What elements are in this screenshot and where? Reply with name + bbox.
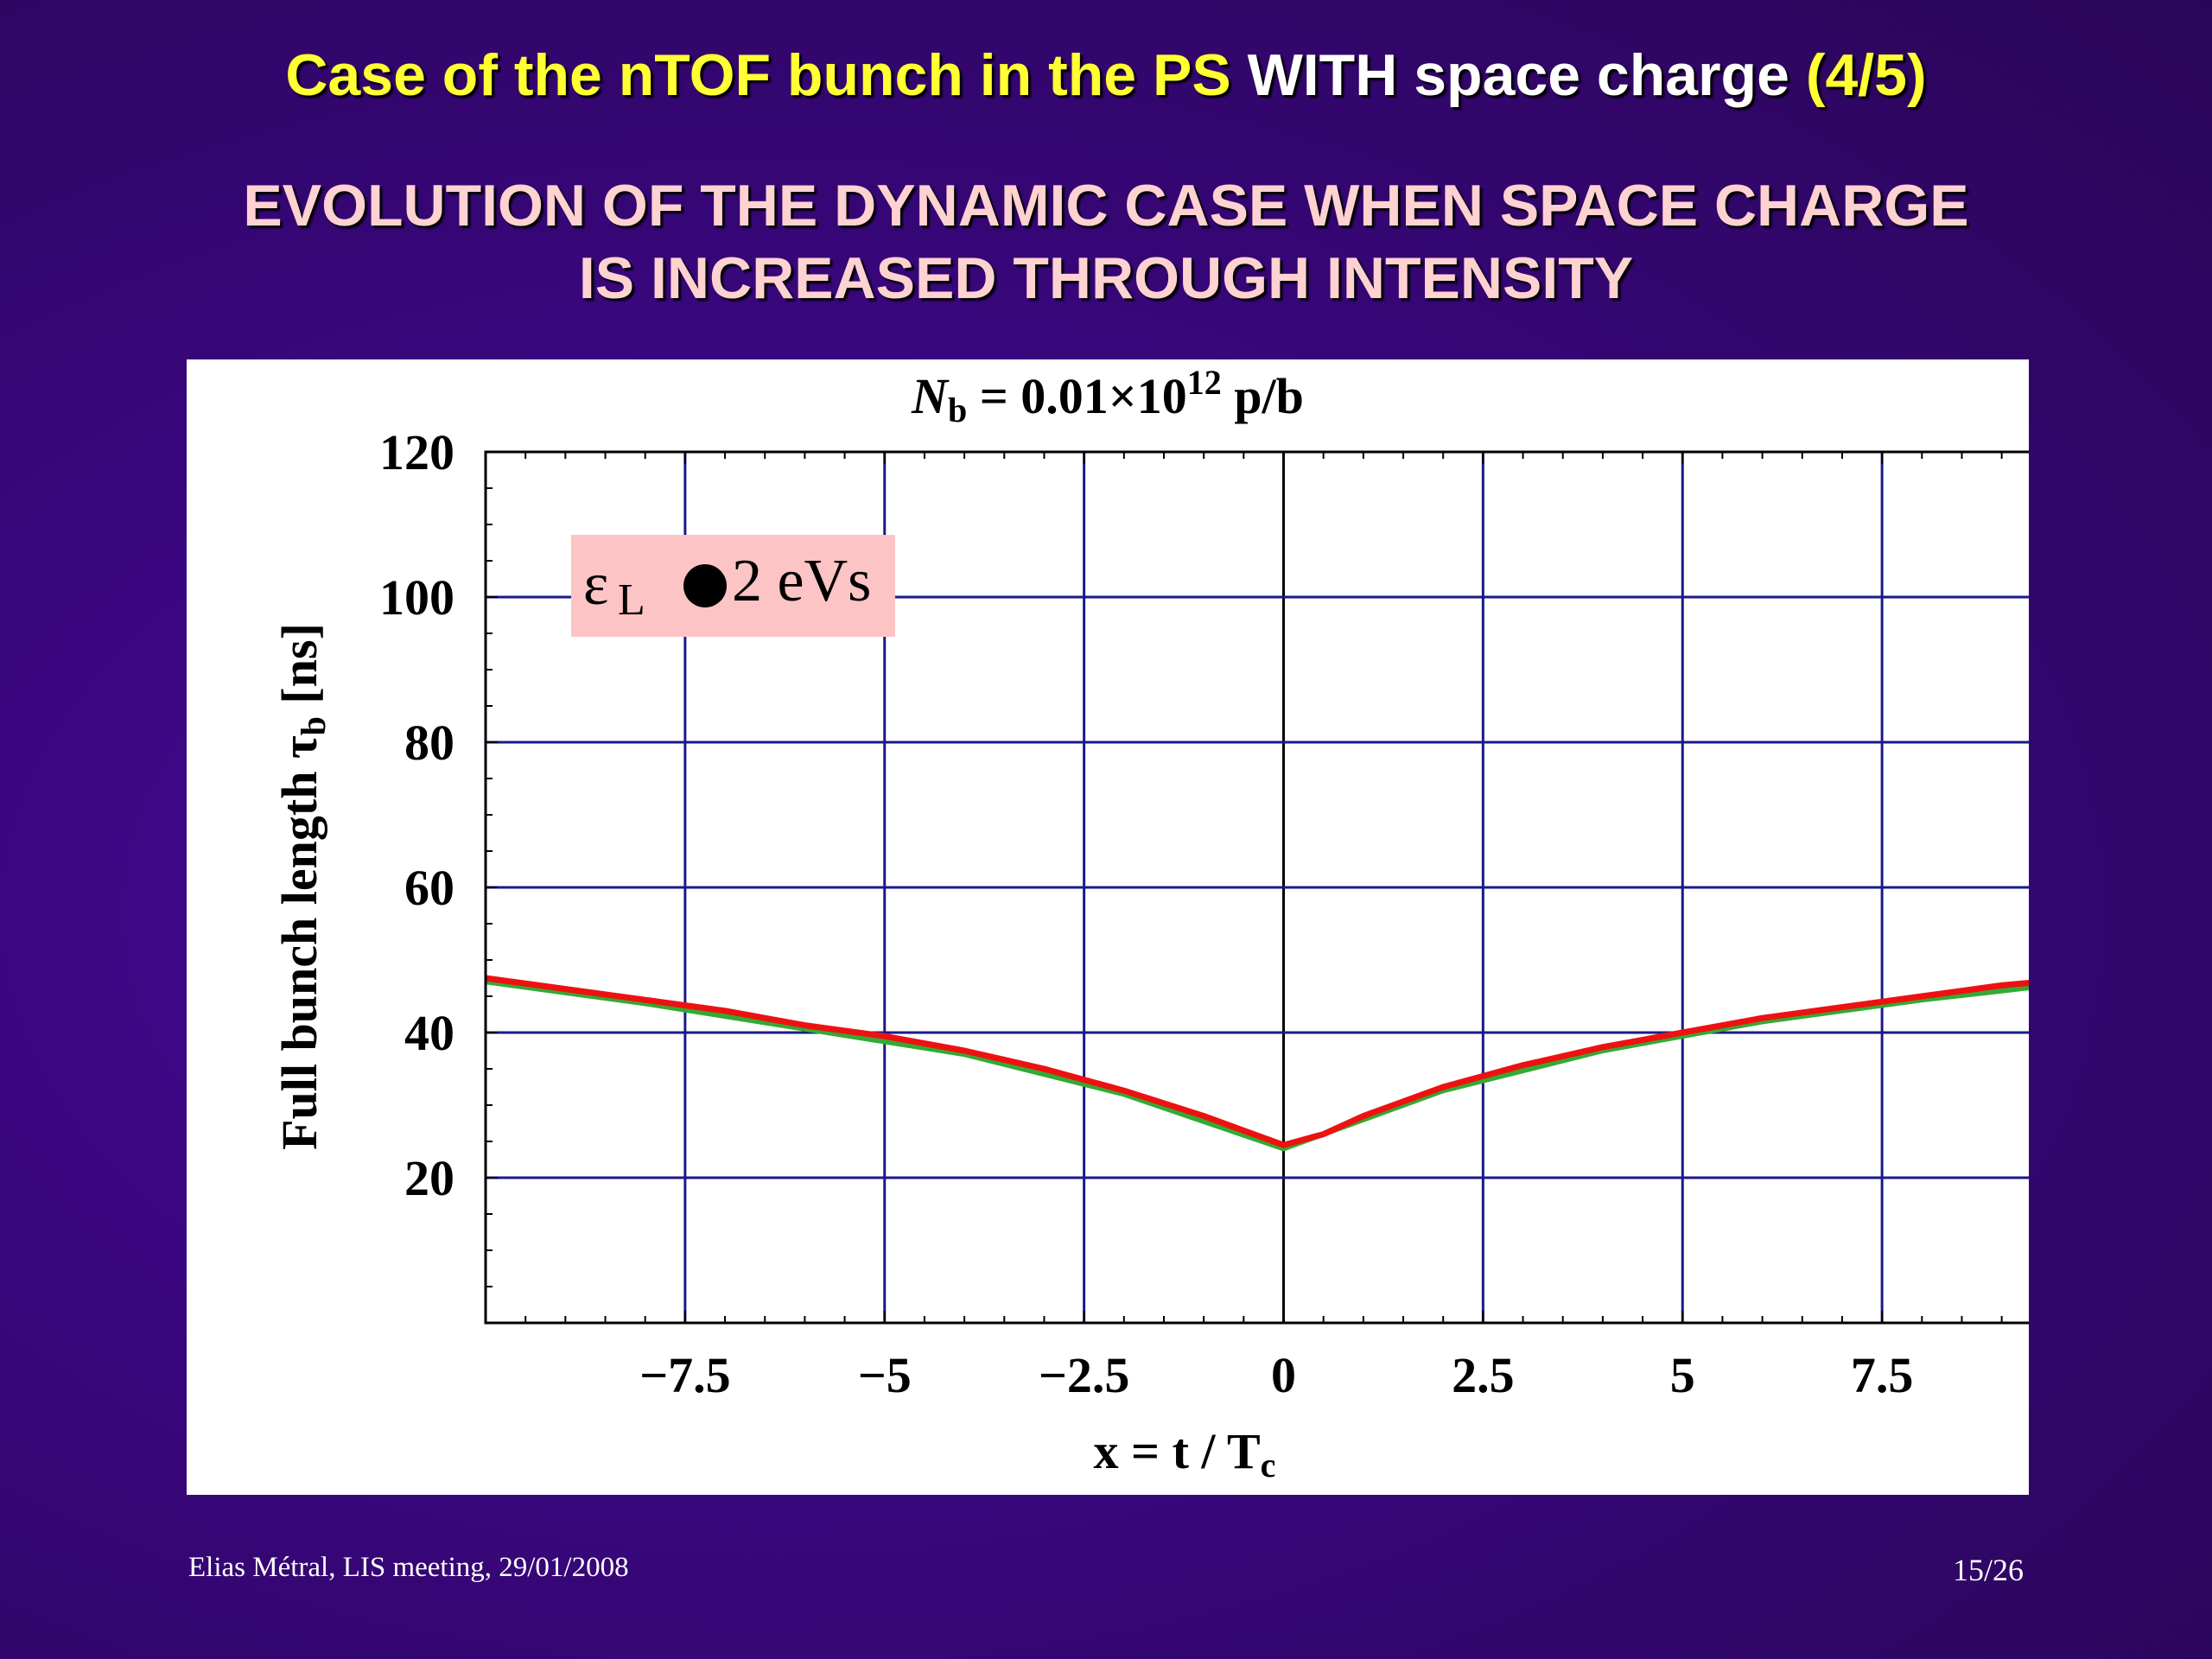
y-tick-label-3: 80 [404, 715, 454, 771]
x-axis-label-sub: c [1261, 1446, 1276, 1484]
y-axis-label-sub: b [294, 716, 333, 735]
y-tick-label-0: 20 [404, 1150, 454, 1206]
series-line-red [485, 975, 2029, 1148]
y-axis-label-main: Full bunch length τ [271, 735, 327, 1150]
bunch-length-chart: −7.5−5−2.502.557.51020406080100120 Nb = … [271, 363, 2029, 1484]
x-tick-label-3: 0 [1271, 1347, 1296, 1403]
x-axis-label: x = t / Tc [1094, 1423, 1276, 1484]
y-axis-label: Full bunch length τb [ns] [271, 623, 333, 1150]
footer-author: Elias Métral, LIS meeting, 29/01/2008 [188, 1552, 629, 1583]
y-tick-label-1: 40 [404, 1005, 454, 1061]
legend-box: ε L 2 eVs [571, 535, 895, 637]
x-tick-label-4: 2.5 [1452, 1347, 1515, 1403]
y-axis-label-unit: [ns] [271, 623, 327, 716]
chart-title-sup: 12 [1187, 363, 1222, 402]
x-tick-label-2: −2.5 [1039, 1347, 1130, 1403]
x-tick-label-6: 7.5 [1851, 1347, 1914, 1403]
epsilon-subscript: L [618, 575, 645, 625]
epsilon-symbol: ε [583, 551, 609, 618]
x-axis-label-main: x = t / T [1094, 1423, 1261, 1479]
title-part-2: WITH space charge [1247, 42, 1789, 108]
y-tick-label-2: 60 [404, 860, 454, 916]
chart-title-unit: p/b [1222, 368, 1304, 424]
ticks-layer: −7.5−5−2.502.557.51020406080100120 [379, 424, 2003, 1403]
chart-title-sub: b [948, 391, 967, 429]
y-tick-label-5: 120 [379, 424, 454, 480]
chart-title-eq: = 0.01×10 [967, 368, 1187, 424]
plot-panel: −7.5−5−2.502.557.51020406080100120 Nb = … [187, 359, 2029, 1495]
x-tick-label-1: −5 [858, 1347, 912, 1403]
page-number: 15/26 [1952, 1553, 2024, 1587]
y-tick-label-4: 100 [379, 569, 454, 626]
series-line-green [485, 979, 2029, 1152]
bullet-icon [683, 564, 727, 607]
subtitle-line-2: IS INCREASED THROUGH INTENSITY [578, 245, 1634, 311]
slide-title: Case of the nTOF bunch in the PS WITH sp… [0, 41, 2212, 109]
series-layer [485, 975, 2029, 1152]
x-tick-label-0: −7.5 [639, 1347, 731, 1403]
plot-frame [484, 450, 2029, 1325]
x-tick-label-5: 5 [1670, 1347, 1695, 1403]
title-part-3: (4/5) [1805, 42, 1927, 108]
subtitle-line-1: EVOLUTION OF THE DYNAMIC CASE WHEN SPACE… [243, 173, 1969, 238]
slide-subtitle: EVOLUTION OF THE DYNAMIC CASE WHEN SPACE… [0, 169, 2212, 315]
chart-title-n: N [911, 368, 950, 424]
chart-title: Nb = 0.01×1012 p/b [911, 363, 1304, 429]
emittance-value: 2 eVs [732, 548, 872, 614]
title-part-1: Case of the nTOF bunch in the PS [285, 42, 1231, 108]
